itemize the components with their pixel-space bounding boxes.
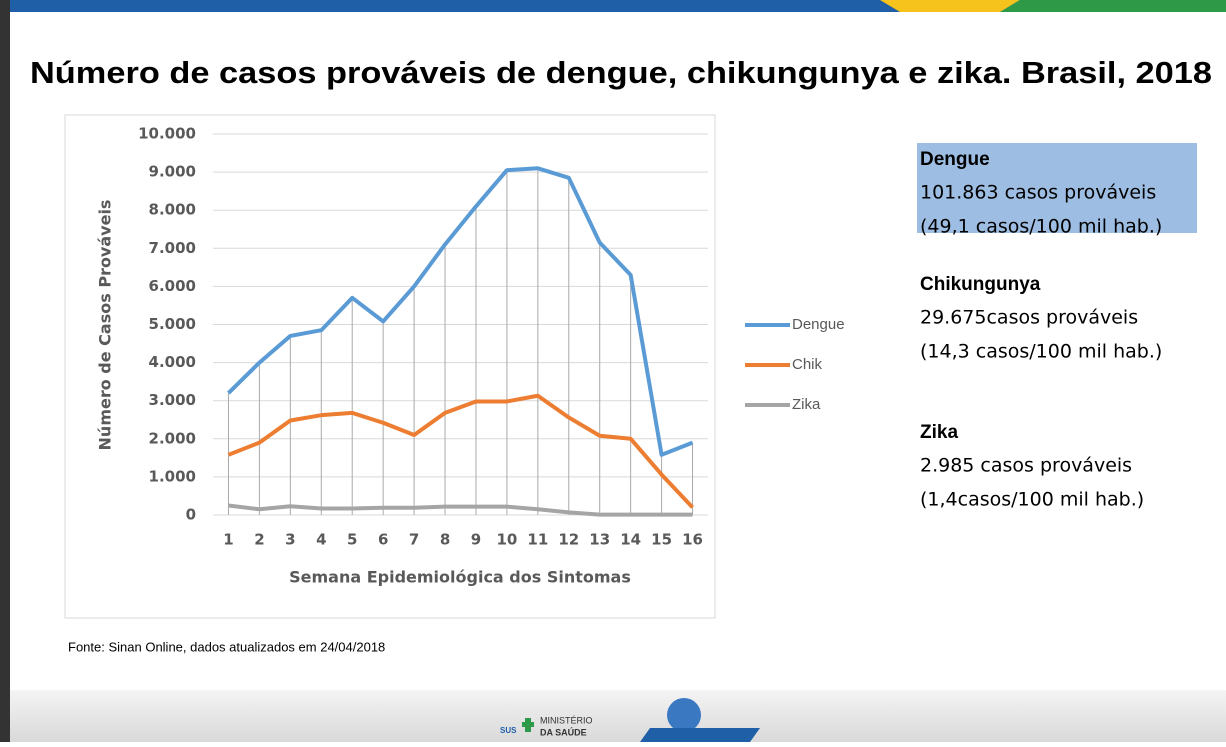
left-border bbox=[0, 0, 10, 742]
slide-title: Número de casos prováveis de dengue, chi… bbox=[30, 55, 1212, 90]
footer-band bbox=[10, 690, 1226, 742]
logo-cross bbox=[525, 718, 531, 732]
y-tick-label: 5.000 bbox=[149, 315, 196, 333]
globe-logo bbox=[667, 698, 701, 732]
series-line bbox=[227, 166, 694, 457]
panel-rate: (1,4casos/100 mil hab.) bbox=[920, 489, 1144, 511]
panel-heading: Zika bbox=[920, 422, 958, 443]
series-line bbox=[227, 393, 694, 509]
x-tick-label: 7 bbox=[409, 531, 419, 549]
x-tick-label: 8 bbox=[440, 531, 450, 549]
x-tick-label: 15 bbox=[651, 531, 672, 549]
x-tick-label: 14 bbox=[620, 531, 641, 549]
y-tick-label: 7.000 bbox=[149, 239, 196, 257]
x-tick-label: 11 bbox=[527, 531, 548, 549]
x-tick-label: 10 bbox=[496, 531, 517, 549]
y-tick-label: 1.000 bbox=[149, 467, 196, 485]
series-line bbox=[228, 503, 693, 517]
y-axis-title: Número de Casos Prováveis bbox=[96, 200, 115, 451]
chart-frame bbox=[64, 114, 716, 619]
x-tick-label: 4 bbox=[316, 531, 326, 549]
x-tick-label: 6 bbox=[378, 531, 388, 549]
sus-logo: SUS bbox=[500, 726, 517, 735]
y-tick-label: 6.000 bbox=[149, 277, 196, 295]
y-tick-label: 0 bbox=[186, 506, 196, 524]
highlight bbox=[917, 143, 1197, 233]
panel-cases: 101.863 casos prováveis bbox=[920, 182, 1156, 204]
y-tick-label: 9.000 bbox=[149, 163, 196, 181]
panel-rate: (49,1 casos/100 mil hab.) bbox=[920, 216, 1162, 238]
y-tick-label: 3.000 bbox=[149, 391, 196, 409]
x-tick-label: 16 bbox=[682, 531, 703, 549]
x-tick-label: 9 bbox=[471, 531, 481, 549]
panel-cases: 29.675casos prováveis bbox=[920, 307, 1138, 329]
legend-label: Chik bbox=[792, 356, 823, 373]
panel-heading: Dengue bbox=[920, 149, 990, 170]
x-tick-label: 13 bbox=[589, 531, 610, 549]
top-accent bbox=[880, 0, 1020, 12]
x-tick-label: 3 bbox=[285, 531, 295, 549]
y-tick-label: 8.000 bbox=[149, 201, 196, 219]
ministry-label: MINISTÉRIO bbox=[540, 715, 593, 725]
x-tick-label: 5 bbox=[347, 531, 357, 549]
panel-rate: (14,3 casos/100 mil hab.) bbox=[920, 341, 1162, 363]
x-tick-label: 12 bbox=[558, 531, 579, 549]
y-tick-label: 2.000 bbox=[149, 429, 196, 447]
x-tick-label: 1 bbox=[223, 531, 233, 549]
x-axis-title: Semana Epidemiológica dos Sintomas bbox=[289, 568, 631, 587]
ministry-label: DA SAÚDE bbox=[540, 726, 587, 737]
y-tick-label: 4.000 bbox=[149, 353, 196, 371]
legend-label: Dengue bbox=[792, 316, 845, 333]
source-note: Fonte: Sinan Online, dados atualizados e… bbox=[68, 639, 385, 654]
x-tick-label: 2 bbox=[254, 531, 264, 549]
panel-heading: Chikungunya bbox=[920, 274, 1041, 295]
panel-cases: 2.985 casos prováveis bbox=[920, 455, 1132, 477]
brasil-logo bbox=[640, 728, 760, 742]
top-accent bbox=[1000, 0, 1226, 12]
y-tick-label: 10.000 bbox=[138, 125, 196, 143]
legend-label: Zika bbox=[792, 396, 821, 413]
